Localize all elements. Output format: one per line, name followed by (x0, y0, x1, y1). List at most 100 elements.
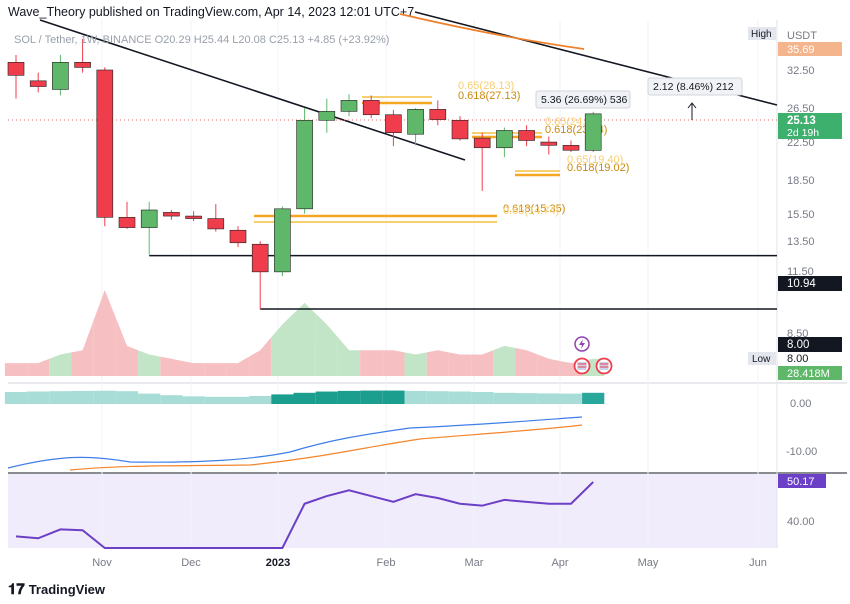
fib-label-618: 0.618(15.35) (503, 203, 565, 215)
low-value: 8.00 (787, 353, 808, 365)
price-tick: 13.50 (787, 236, 815, 248)
volume-segment (493, 345, 516, 376)
price-axis: USDT High 35.69 32.50 26.50 22.50 18.50 15.50 13… (748, 27, 842, 528)
volume-segment (249, 337, 272, 376)
macd-histogram-bar (493, 392, 516, 404)
candle-body (385, 114, 402, 134)
macd-histogram-bar (49, 391, 72, 404)
high-tag-bg (748, 27, 776, 40)
macd-histogram-bar (204, 396, 227, 404)
macd-histogram-bar (71, 390, 94, 404)
volume-segment (182, 360, 205, 376)
fib-label-65: 0.65(28.13) (458, 80, 514, 92)
macd-signal-line (69, 424, 583, 471)
candle-body (540, 141, 558, 146)
volume-segment (138, 350, 161, 376)
macd-histogram-bar (404, 390, 427, 404)
volume-segment (115, 317, 139, 376)
candle-body (584, 113, 602, 151)
macd-histogram-bar (559, 393, 583, 404)
time-tick: Mar (465, 557, 484, 569)
moving-average-line (399, 13, 585, 50)
candle-body (185, 215, 202, 219)
tv-logo-icon: 𝟏𝟕 (8, 581, 25, 598)
time-tick: May (638, 557, 659, 569)
volume-segment (382, 350, 405, 376)
level-1-label: 10.94 (787, 278, 816, 290)
trendlines (8, 11, 778, 310)
high-tag-text: High (751, 29, 772, 40)
flag-icon (573, 357, 591, 375)
volume-segment (93, 290, 116, 376)
macd-histogram-bar (115, 391, 139, 404)
symbol-legend: SOL / Tether, 1W, BINANCE O20.29 H25.44 … (14, 34, 389, 46)
candle-body (318, 111, 336, 121)
volume-segment (360, 350, 383, 376)
price-tick: 26.50 (787, 103, 815, 115)
time-tick: Jun (749, 557, 767, 569)
candle-body (7, 62, 25, 76)
macd-histogram-bar (4, 392, 28, 404)
candle-body (296, 119, 313, 210)
volume-segment (337, 337, 361, 376)
macd-histogram-bar (249, 396, 272, 404)
volume-segment (271, 313, 294, 376)
time-tick: Apr (551, 557, 568, 569)
candle-body (407, 109, 424, 135)
macd-histogram-bar (426, 391, 449, 404)
last-price-label: 25.13 (787, 115, 816, 127)
measure-label-right: 2.12 (8.46%) 212 (653, 81, 734, 93)
macd-histogram-bar (582, 392, 605, 404)
measure-box-right: 2.12 (8.46%) 212 (647, 77, 743, 96)
time-tick: Feb (377, 557, 396, 569)
volume-segment (160, 356, 183, 376)
candle-body (251, 243, 269, 273)
publish-caption: Wave_Theory published on TradingView.com… (8, 5, 415, 19)
measure-box-bg (535, 90, 631, 109)
time-tick: Nov (92, 557, 112, 569)
candle-body (118, 217, 136, 228)
rsi-pane (15, 481, 594, 549)
level-2-label: 8.00 (787, 339, 809, 351)
macd-line (7, 416, 583, 469)
price-tick: 22.50 (787, 137, 815, 149)
candle-body (451, 119, 469, 140)
candle-body (140, 209, 158, 228)
volume-segment (49, 352, 72, 376)
low-tag-text: Low (752, 354, 771, 365)
candle-body (163, 212, 180, 217)
candle-body (429, 109, 447, 120)
fib-label-65: 0.65(19.40) (567, 154, 623, 166)
lightning-icon (574, 336, 590, 352)
macd-pane (4, 390, 605, 471)
volume-segment (537, 354, 560, 376)
candle-body (229, 229, 247, 244)
price-tick: 32.50 (787, 65, 815, 77)
footer-brand: TradingView (28, 582, 106, 597)
measure-box-bg (647, 77, 743, 96)
time-axis: Nov Dec 2023 Feb Mar Apr May Jun (92, 557, 767, 569)
macd-histogram-bar (337, 390, 361, 404)
fib-label-618: 0.618(19.02) (567, 162, 629, 174)
low-tag-bg (748, 352, 776, 365)
candle-body (96, 69, 114, 218)
rsi-background (8, 474, 777, 548)
candle-body (562, 144, 580, 151)
candle-body (207, 218, 225, 230)
candles (7, 38, 602, 310)
fib-label-65: 0.65(14.74) (503, 205, 559, 217)
price-tick: 11.50 (787, 266, 814, 278)
candle-body (340, 100, 358, 112)
price-tick: 15.50 (787, 209, 815, 221)
macd-histogram-bar (182, 396, 205, 404)
macd-histogram-bar (360, 390, 383, 404)
volume-segment (471, 350, 494, 376)
volume-area (4, 290, 605, 376)
macd-zero-label: 0.00 (790, 398, 811, 410)
tradingview-logo[interactable]: 𝟏𝟕 TradingView (8, 581, 105, 598)
descending-trendline (39, 19, 466, 161)
candle-body (52, 62, 69, 90)
measure-label-left: 5.36 (26.69%) 536 (541, 94, 628, 106)
macd-histogram-bar (93, 390, 116, 404)
